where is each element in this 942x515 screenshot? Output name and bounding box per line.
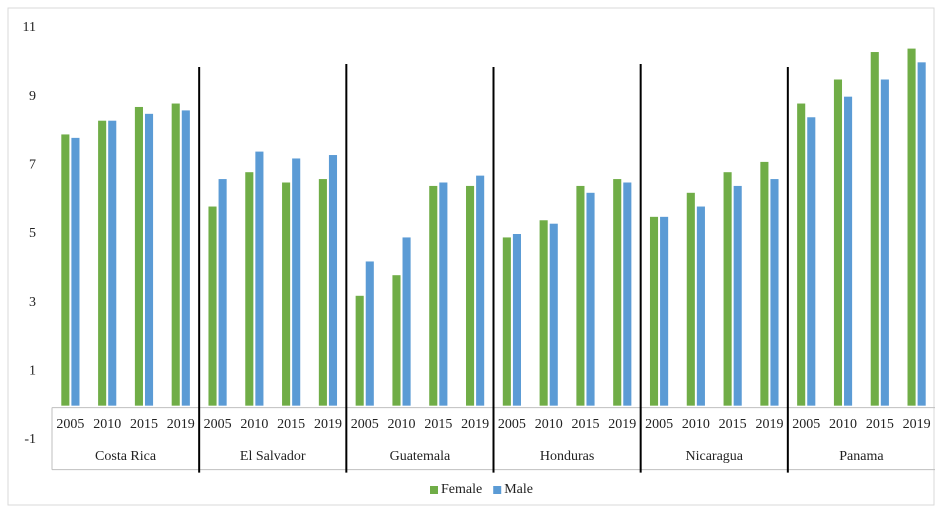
bar: [255, 151, 264, 406]
bar: [502, 237, 511, 406]
x-tick-label: 2010: [388, 417, 416, 432]
x-tick-label: 2019: [903, 417, 931, 432]
legend-label: Male: [504, 482, 533, 497]
bar: [134, 106, 143, 406]
legend-swatch: [430, 486, 438, 494]
bar: [833, 79, 843, 406]
bar: [208, 206, 217, 406]
y-tick-label: 11: [23, 20, 36, 35]
x-tick-label: 2005: [792, 417, 820, 432]
bar: [512, 234, 521, 406]
bar: [623, 182, 632, 406]
x-tick-label: 2015: [277, 417, 305, 432]
group-label: Honduras: [540, 449, 594, 464]
bar: [282, 182, 291, 406]
bar: [917, 62, 926, 406]
x-tick-label: 2010: [829, 417, 857, 432]
bar: [696, 206, 705, 406]
x-tick-label: 2019: [314, 417, 342, 432]
group-label: Costa Rica: [95, 449, 157, 464]
x-tick-label: 2015: [866, 417, 894, 432]
bar: [108, 120, 117, 406]
bar: [660, 216, 669, 406]
y-tick-label: -1: [24, 432, 36, 447]
bar: [466, 185, 475, 406]
bar: [844, 96, 853, 406]
bar: [723, 172, 732, 406]
bar: [760, 161, 769, 406]
bar: [733, 185, 742, 406]
bar: [686, 192, 695, 406]
chart-border: [7, 7, 935, 506]
x-tick-label: 2019: [461, 417, 489, 432]
bar: [797, 103, 806, 406]
bar: [770, 179, 779, 406]
bar: [171, 103, 180, 406]
group-label: Guatemala: [390, 449, 451, 464]
bar: [586, 192, 595, 406]
x-tick-label: 2015: [424, 417, 452, 432]
bar: [328, 155, 338, 406]
x-tick-label: 2019: [755, 417, 783, 432]
y-tick-label: 7: [29, 158, 36, 173]
x-tick-label: 2015: [130, 417, 158, 432]
bar: [613, 179, 622, 406]
x-tick-label: 2005: [56, 417, 84, 432]
bar: [476, 175, 485, 406]
bar: [576, 185, 585, 406]
bar: [870, 52, 879, 406]
y-tick-label: 5: [29, 226, 36, 241]
y-tick-label: 1: [29, 364, 36, 379]
group-label: El Salvador: [240, 449, 306, 464]
bar: [61, 134, 70, 406]
legend-label: Female: [441, 482, 482, 497]
bar: [181, 110, 190, 406]
x-tick-label: 2019: [167, 417, 195, 432]
bar: [71, 137, 80, 406]
bar: [549, 223, 558, 406]
bar: [365, 261, 374, 406]
x-tick-label: 2010: [93, 417, 121, 432]
group-label: Nicaragua: [685, 449, 743, 464]
x-tick-label: 2005: [498, 417, 526, 432]
x-tick-label: 2015: [719, 417, 747, 432]
bar: [98, 120, 107, 406]
bar: [429, 185, 438, 406]
x-tick-label: 2005: [204, 417, 232, 432]
x-tick-label: 2005: [351, 417, 379, 432]
x-tick-label: 2015: [571, 417, 599, 432]
x-tick-label: 2005: [645, 417, 673, 432]
bar: [649, 216, 659, 406]
bar: [392, 275, 401, 406]
legend-swatch: [493, 486, 502, 494]
x-tick-label: 2010: [535, 417, 563, 432]
bar: [245, 172, 254, 406]
bar: [439, 182, 448, 406]
bar: [539, 220, 548, 406]
bar: [292, 158, 301, 406]
group-label: Panama: [839, 449, 884, 464]
bar: [355, 295, 364, 406]
x-tick-label: 2010: [240, 417, 268, 432]
bar: [144, 113, 154, 406]
y-tick-label: 9: [29, 89, 36, 104]
bar: [402, 237, 411, 406]
bar: [218, 179, 227, 406]
bar: [907, 48, 916, 406]
bar: [880, 79, 889, 406]
y-tick-label: 3: [29, 295, 36, 310]
x-tick-label: 2019: [608, 417, 636, 432]
x-tick-label: 2010: [682, 417, 710, 432]
bar: [318, 179, 327, 406]
bar: [807, 117, 816, 406]
